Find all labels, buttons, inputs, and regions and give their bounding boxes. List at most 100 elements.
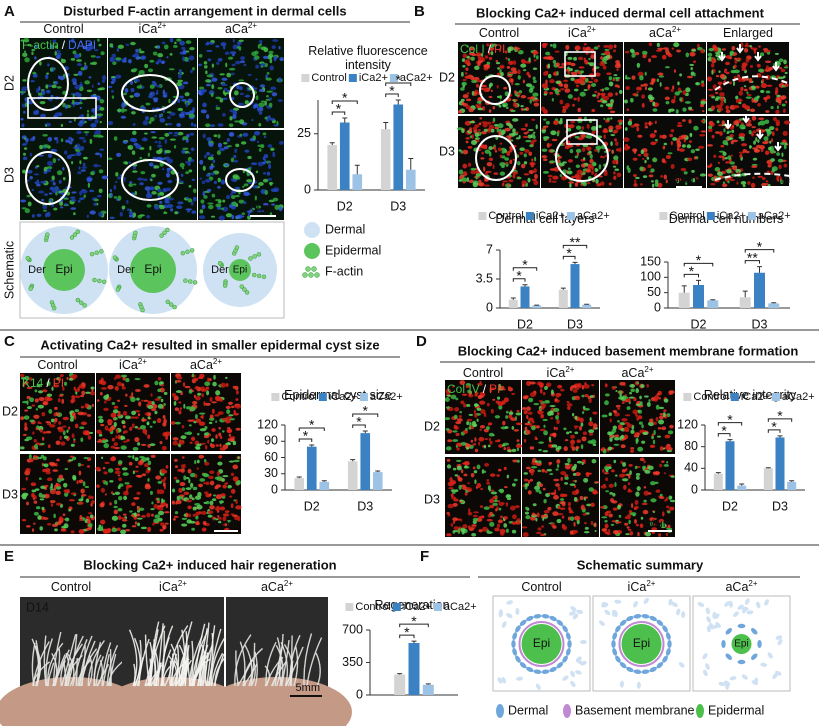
cell — [222, 199, 226, 203]
cell — [644, 395, 649, 398]
cell — [589, 432, 594, 436]
cell — [161, 41, 166, 45]
cell — [467, 74, 473, 79]
cell — [743, 47, 749, 53]
error-bar — [329, 142, 335, 145]
cell — [664, 498, 667, 502]
hair — [180, 621, 193, 687]
cell — [572, 103, 575, 107]
cell — [574, 79, 581, 84]
dermal-cell — [501, 676, 506, 684]
cell — [525, 139, 532, 143]
dermal-cell — [633, 614, 642, 619]
cell — [720, 97, 725, 102]
cell — [466, 98, 472, 102]
cell — [149, 490, 153, 495]
hair — [197, 646, 204, 687]
cell — [746, 91, 749, 95]
cell — [753, 140, 756, 145]
cell — [179, 180, 184, 184]
cell — [164, 132, 170, 137]
cell — [22, 492, 29, 497]
cell — [479, 424, 486, 429]
cell — [70, 492, 77, 495]
row-label: D3 — [2, 487, 18, 501]
cell — [550, 417, 554, 420]
cell — [765, 90, 771, 94]
f-actin-dot — [165, 227, 170, 233]
significance-bracket — [562, 255, 576, 260]
cell — [700, 49, 705, 54]
cell — [187, 513, 192, 518]
cell — [624, 522, 629, 526]
y-tick-label: 0 — [691, 482, 698, 496]
cell — [189, 441, 193, 444]
cell — [111, 515, 119, 521]
cell — [503, 447, 507, 451]
cell — [648, 421, 655, 427]
cell — [650, 141, 657, 146]
cell — [510, 109, 516, 113]
cell — [174, 458, 178, 462]
cell — [227, 145, 232, 148]
cell — [259, 39, 263, 44]
cell — [518, 134, 521, 139]
chart-title-box: Relative fluorescence intensity — [308, 44, 428, 72]
cell — [204, 445, 208, 450]
cell — [718, 155, 724, 159]
cell — [639, 457, 645, 462]
cell — [39, 144, 44, 150]
cell — [250, 208, 254, 211]
cell — [200, 109, 207, 114]
stain-label-part: F-actin — [22, 38, 59, 52]
x-tick-label: D3 — [752, 317, 768, 331]
column-label-part: 2+ — [672, 25, 681, 34]
cell — [677, 146, 680, 152]
cell — [80, 437, 84, 442]
cell — [465, 137, 470, 140]
f-actin-dot — [140, 307, 145, 313]
cell — [614, 482, 617, 487]
hair — [64, 654, 83, 687]
cell — [230, 438, 235, 442]
cell — [603, 117, 606, 121]
hair — [174, 656, 185, 687]
cell — [229, 51, 237, 55]
cell — [110, 192, 113, 198]
cell — [550, 44, 553, 47]
cell — [79, 106, 82, 110]
cell — [542, 391, 546, 396]
cell — [129, 426, 133, 431]
cell — [687, 157, 693, 162]
cell — [150, 393, 153, 397]
cell — [482, 87, 488, 92]
cell — [756, 95, 760, 98]
stain-label: F-actin / DAPI — [22, 38, 96, 52]
cell — [585, 46, 591, 51]
cell — [498, 405, 503, 410]
cell — [122, 513, 127, 516]
cell — [219, 97, 224, 103]
cell — [580, 163, 586, 168]
bar — [520, 286, 530, 308]
cell — [574, 182, 579, 187]
cell — [580, 504, 585, 510]
cell — [515, 422, 523, 426]
cell — [188, 113, 195, 119]
dermal-cell — [506, 600, 514, 605]
cell — [471, 53, 477, 57]
cell — [505, 528, 509, 533]
cell — [206, 74, 213, 78]
cell — [38, 492, 43, 498]
cell — [58, 428, 65, 433]
cell — [667, 510, 671, 514]
cell — [39, 526, 43, 531]
cell — [490, 408, 494, 414]
cell — [45, 124, 48, 127]
column-label: iCa2+ — [139, 21, 167, 37]
cell — [79, 97, 82, 103]
cell — [116, 152, 122, 157]
cell — [31, 493, 35, 498]
cell — [128, 144, 134, 151]
dermal-cell — [712, 623, 720, 629]
